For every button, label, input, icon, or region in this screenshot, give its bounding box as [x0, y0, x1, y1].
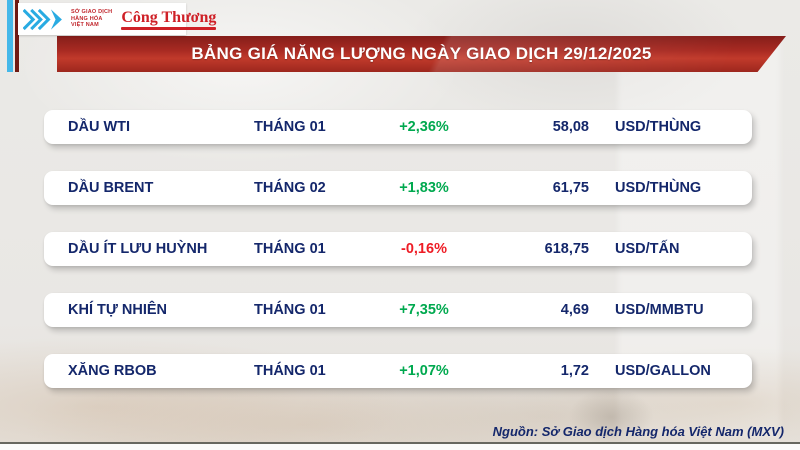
price-value: 1,72	[560, 363, 589, 379]
edge-stripe-blue	[7, 0, 13, 72]
price-unit: USD/MMBTU	[615, 302, 704, 318]
table-row: DẦU ÍT LƯU HUỲNH THÁNG 01 -0,16% 618,75 …	[44, 232, 752, 266]
table-row: DẦU WTI THÁNG 01 +2,36% 58,08 USD/THÙNG	[44, 110, 752, 144]
congthuong-logo-text: Công Thương	[121, 8, 217, 26]
contract-month: THÁNG 01	[254, 119, 326, 135]
change-percent: +1,07%	[399, 363, 449, 379]
table-row: KHÍ TỰ NHIÊN THÁNG 01 +7,35% 4,69 USD/MM…	[44, 293, 752, 327]
change-percent: -0,16%	[401, 241, 447, 257]
price-unit: USD/THÙNG	[615, 180, 702, 196]
price-unit: USD/GALLON	[615, 363, 711, 379]
mxv-logo-icon	[23, 7, 67, 32]
table-row: DẦU BRENT THÁNG 02 +1,83% 61,75 USD/THÙN…	[44, 171, 752, 205]
commodity-name: DẦU WTI	[68, 119, 131, 135]
price-value: 58,08	[552, 119, 589, 135]
price-unit: USD/TẤN	[615, 241, 680, 257]
price-unit: USD/THÙNG	[615, 119, 702, 135]
bottom-margin	[0, 444, 800, 450]
bottom-divider	[0, 442, 800, 444]
congthuong-logo: Công Thương	[121, 8, 217, 30]
change-percent: +1,83%	[399, 180, 449, 196]
contract-month: THÁNG 01	[254, 363, 326, 379]
change-percent: +7,35%	[399, 302, 449, 318]
commodity-name: XĂNG RBOB	[68, 363, 157, 379]
title-banner: BẢNG GIÁ NĂNG LƯỢNG NGÀY GIAO DỊCH 29/12…	[57, 36, 786, 72]
change-percent: +2,36%	[399, 119, 449, 135]
table-row: XĂNG RBOB THÁNG 01 +1,07% 1,72 USD/GALLO…	[44, 354, 752, 388]
edge-stripe-maroon	[15, 0, 19, 72]
source-credit: Nguồn: Sở Giao dịch Hàng hóa Việt Nam (M…	[492, 424, 784, 439]
contract-month: THÁNG 01	[254, 302, 326, 318]
mxv-logo-text: SỞ GIAO DỊCH HÀNG HÓA VIỆT NAM	[71, 9, 113, 29]
price-value: 618,75	[544, 241, 589, 257]
brand-logo-box: SỞ GIAO DỊCH HÀNG HÓA VIỆT NAM Công Thươ…	[18, 3, 217, 35]
price-value: 61,75	[552, 180, 589, 196]
contract-month: THÁNG 02	[254, 180, 326, 196]
commodity-name: KHÍ TỰ NHIÊN	[68, 302, 168, 318]
price-table: DẦU WTI THÁNG 01 +2,36% 58,08 USD/THÙNG …	[44, 110, 752, 415]
contract-month: THÁNG 01	[254, 241, 326, 257]
congthuong-logo-bar	[121, 26, 217, 30]
page-title: BẢNG GIÁ NĂNG LƯỢNG NGÀY GIAO DỊCH 29/12…	[191, 44, 652, 63]
commodity-name: DẦU BRENT	[68, 180, 154, 196]
price-value: 4,69	[560, 302, 589, 318]
commodity-name: DẦU ÍT LƯU HUỲNH	[68, 241, 208, 257]
